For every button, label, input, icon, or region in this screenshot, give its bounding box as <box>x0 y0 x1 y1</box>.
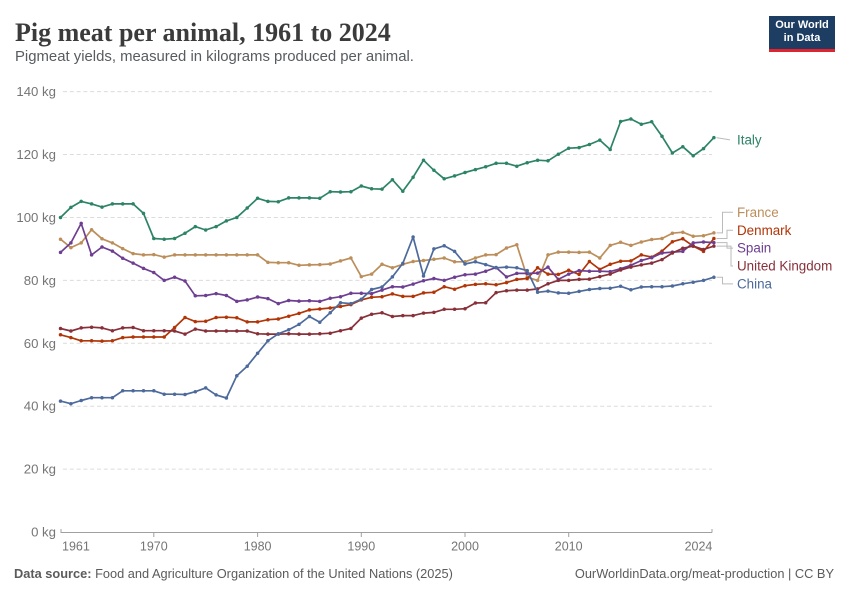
svg-text:Italy: Italy <box>737 133 762 148</box>
svg-text:100 kg: 100 kg <box>16 210 56 225</box>
svg-text:Denmark: Denmark <box>737 223 792 238</box>
svg-text:1970: 1970 <box>140 539 168 553</box>
svg-text:2024: 2024 <box>685 539 713 553</box>
svg-text:1980: 1980 <box>244 539 272 553</box>
svg-text:France: France <box>737 205 779 220</box>
svg-text:China: China <box>737 277 773 292</box>
svg-text:80 kg: 80 kg <box>24 273 56 288</box>
svg-text:United Kingdom: United Kingdom <box>737 259 832 274</box>
svg-text:40 kg: 40 kg <box>24 399 56 414</box>
svg-text:120 kg: 120 kg <box>16 147 56 162</box>
svg-text:60 kg: 60 kg <box>24 336 56 351</box>
svg-text:2000: 2000 <box>451 539 479 553</box>
svg-text:Spain: Spain <box>737 241 771 256</box>
svg-text:20 kg: 20 kg <box>24 462 56 477</box>
svg-text:2010: 2010 <box>555 539 583 553</box>
svg-text:1961: 1961 <box>62 539 90 553</box>
svg-text:140 kg: 140 kg <box>16 84 56 99</box>
svg-text:0 kg: 0 kg <box>31 525 56 540</box>
svg-text:1990: 1990 <box>347 539 375 553</box>
